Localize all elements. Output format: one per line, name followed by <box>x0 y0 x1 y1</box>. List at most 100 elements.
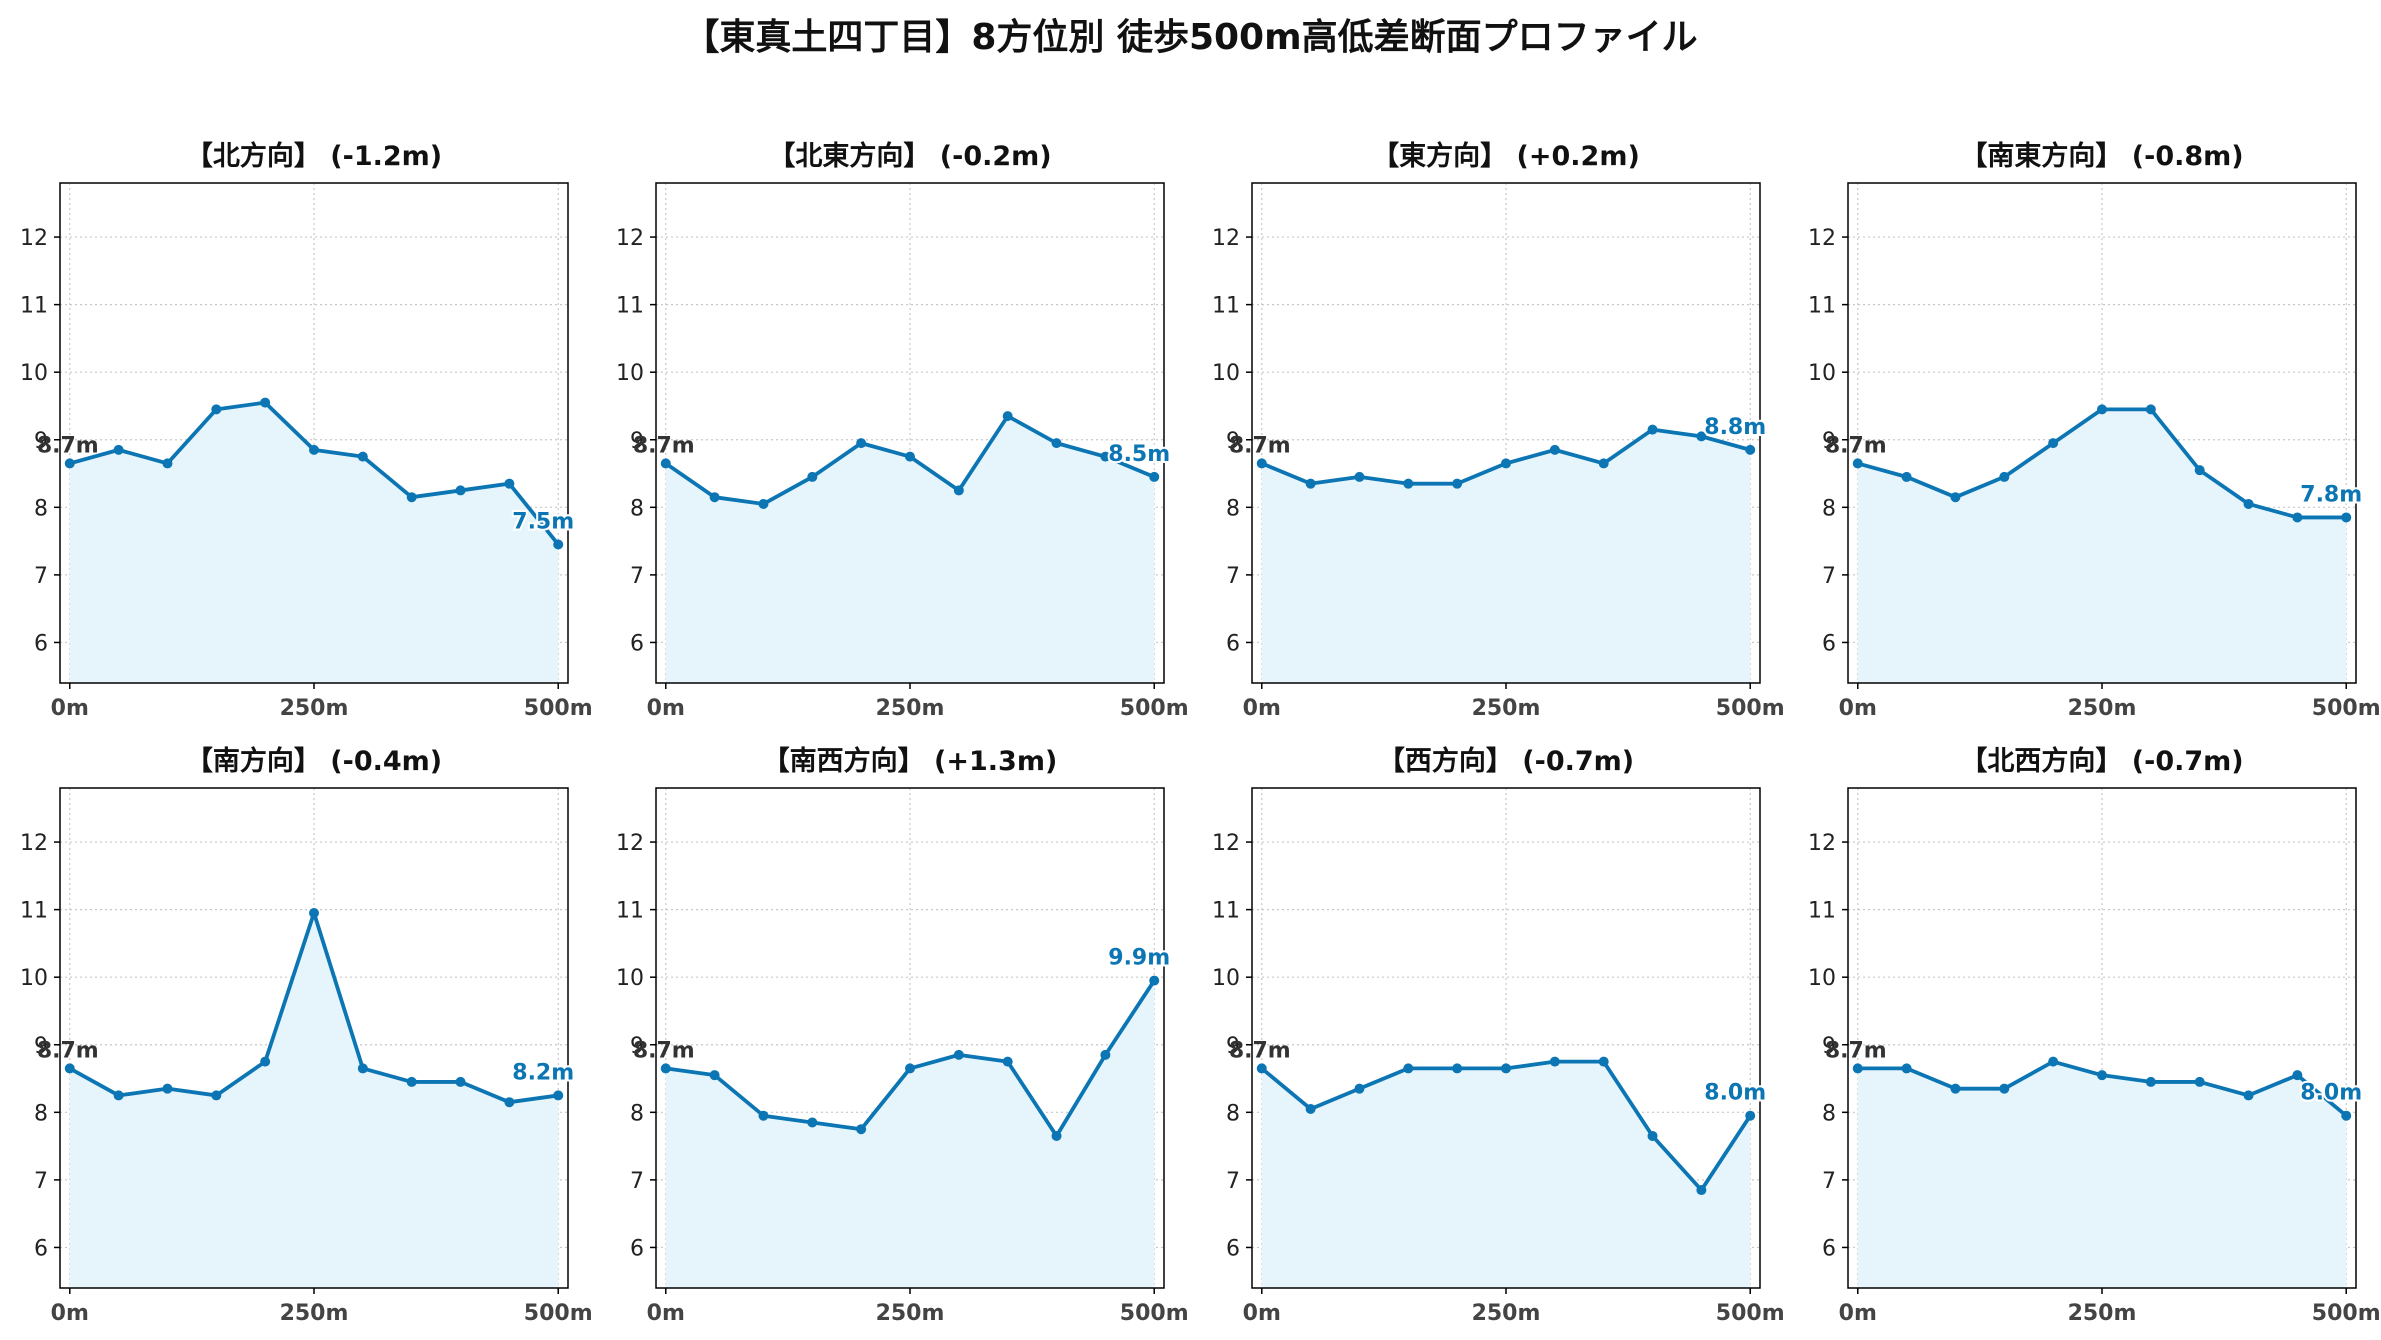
x-tick-label: 0m <box>1243 1301 1281 1326</box>
y-tick-label: 9 <box>34 1034 48 1059</box>
data-point <box>1100 1049 1111 1060</box>
data-point <box>162 458 173 469</box>
data-point <box>357 451 368 462</box>
end-elevation-label: 8.2m <box>512 1060 574 1085</box>
data-point <box>1549 444 1560 455</box>
y-tick-label: 6 <box>630 631 644 656</box>
y-tick-label: 11 <box>1212 294 1240 319</box>
end-elevation-label: 7.8m <box>2300 482 2362 507</box>
data-point <box>1647 424 1658 435</box>
data-point <box>64 1063 75 1074</box>
panel-title: 【西方向】 (-0.7m) <box>1378 745 1634 777</box>
y-tick-label: 9 <box>630 429 644 454</box>
y-tick-label: 8 <box>1226 1101 1240 1126</box>
data-point <box>2194 465 2205 476</box>
x-tick-label: 500m <box>1716 696 1785 721</box>
data-point <box>260 397 271 408</box>
y-tick-label: 8 <box>34 496 48 521</box>
data-point <box>406 492 417 503</box>
data-point <box>953 1049 964 1060</box>
x-tick-label: 250m <box>2068 1301 2137 1326</box>
y-tick-label: 12 <box>1808 226 1836 251</box>
panel-2: 【東方向】 (+0.2m) 6 7 8 9 10 11 12 0m 250m 500m 8.7m 8.8… <box>1212 140 1785 721</box>
panel-title: 【南東方向】 (-0.8m) <box>1960 140 2243 172</box>
y-tick-label: 6 <box>34 631 48 656</box>
data-point <box>1696 431 1707 442</box>
data-point <box>1051 1130 1062 1141</box>
area-fill <box>1857 1061 2347 1288</box>
data-point <box>758 498 769 509</box>
data-point <box>953 485 964 496</box>
data-point <box>2341 512 2352 523</box>
y-tick-label: 7 <box>1822 564 1836 589</box>
area-fill <box>69 913 559 1288</box>
y-tick-label: 10 <box>616 966 644 991</box>
data-point <box>2048 438 2059 449</box>
panel-title: 【南方向】 (-0.4m) <box>186 745 442 777</box>
y-tick-label: 12 <box>616 831 644 856</box>
data-point <box>1852 458 1863 469</box>
x-tick-label: 250m <box>2068 696 2137 721</box>
data-point <box>2194 1076 2205 1087</box>
data-point <box>1501 1063 1511 1074</box>
y-tick-label: 10 <box>1808 361 1836 386</box>
data-point <box>1950 1083 1961 1094</box>
x-tick-label: 250m <box>876 1301 945 1326</box>
figure-title: 【東真土四丁目】8方位別 徒歩500m高低差断面プロファイル <box>683 17 1698 58</box>
y-tick-label: 10 <box>616 361 644 386</box>
x-tick-label: 0m <box>1243 696 1281 721</box>
y-tick-label: 7 <box>630 1169 644 1194</box>
data-point <box>1403 478 1414 489</box>
x-tick-label: 0m <box>1839 696 1877 721</box>
y-tick-label: 8 <box>630 496 644 521</box>
data-point <box>64 458 75 469</box>
data-point <box>1256 1063 1267 1074</box>
y-tick-label: 9 <box>34 429 48 454</box>
x-tick-label: 250m <box>876 696 945 721</box>
data-point <box>2243 498 2254 509</box>
y-tick-label: 9 <box>1226 1034 1240 1059</box>
start-elevation-label: 8.7m <box>633 1038 695 1063</box>
y-tick-label: 12 <box>1212 226 1240 251</box>
start-elevation-label: 8.7m <box>37 433 99 458</box>
data-point <box>1149 975 1160 986</box>
y-tick-label: 7 <box>34 564 48 589</box>
y-tick-label: 6 <box>1822 631 1836 656</box>
y-tick-label: 12 <box>1212 831 1240 856</box>
y-tick-label: 8 <box>34 1101 48 1126</box>
end-elevation-label: 8.0m <box>1704 1081 1766 1106</box>
y-tick-label: 12 <box>1808 831 1836 856</box>
y-tick-label: 6 <box>1226 1236 1240 1261</box>
data-point <box>504 1097 515 1108</box>
data-point <box>1950 492 1961 503</box>
data-point <box>1403 1063 1414 1074</box>
y-tick-label: 7 <box>34 1169 48 1194</box>
end-elevation-label: 8.8m <box>1704 415 1766 440</box>
y-tick-label: 9 <box>630 1034 644 1059</box>
data-point <box>709 492 720 503</box>
data-point <box>856 438 867 449</box>
y-tick-label: 6 <box>1226 631 1240 656</box>
panel-title: 【北西方向】 (-0.7m) <box>1960 745 2243 777</box>
data-point <box>1354 1083 1365 1094</box>
data-point <box>1696 1185 1707 1196</box>
x-tick-label: 500m <box>2312 1301 2381 1326</box>
y-tick-label: 10 <box>20 361 48 386</box>
data-point <box>553 1090 564 1101</box>
data-point <box>211 1090 222 1101</box>
data-point <box>1354 471 1365 482</box>
data-point <box>2145 1076 2156 1087</box>
y-tick-label: 9 <box>1822 429 1836 454</box>
y-tick-label: 9 <box>1822 1034 1836 1059</box>
data-point <box>1100 451 1111 462</box>
x-tick-label: 0m <box>647 1301 685 1326</box>
x-tick-label: 0m <box>51 1301 89 1326</box>
area-fill <box>1261 1061 1751 1288</box>
y-tick-label: 12 <box>616 226 644 251</box>
panel-0: 【北方向】 (-1.2m) 6 7 8 9 10 11 12 0m 250m 500m 8.7m 7.5… <box>20 140 593 721</box>
data-point <box>856 1124 867 1135</box>
panel-title: 【北方向】 (-1.2m) <box>186 140 442 172</box>
y-tick-label: 12 <box>20 226 48 251</box>
x-tick-label: 500m <box>1120 696 1189 721</box>
panel-7: 【北西方向】 (-0.7m) 6 7 8 9 10 11 12 0m 250m 500m 8.7m 8.… <box>1808 745 2381 1326</box>
